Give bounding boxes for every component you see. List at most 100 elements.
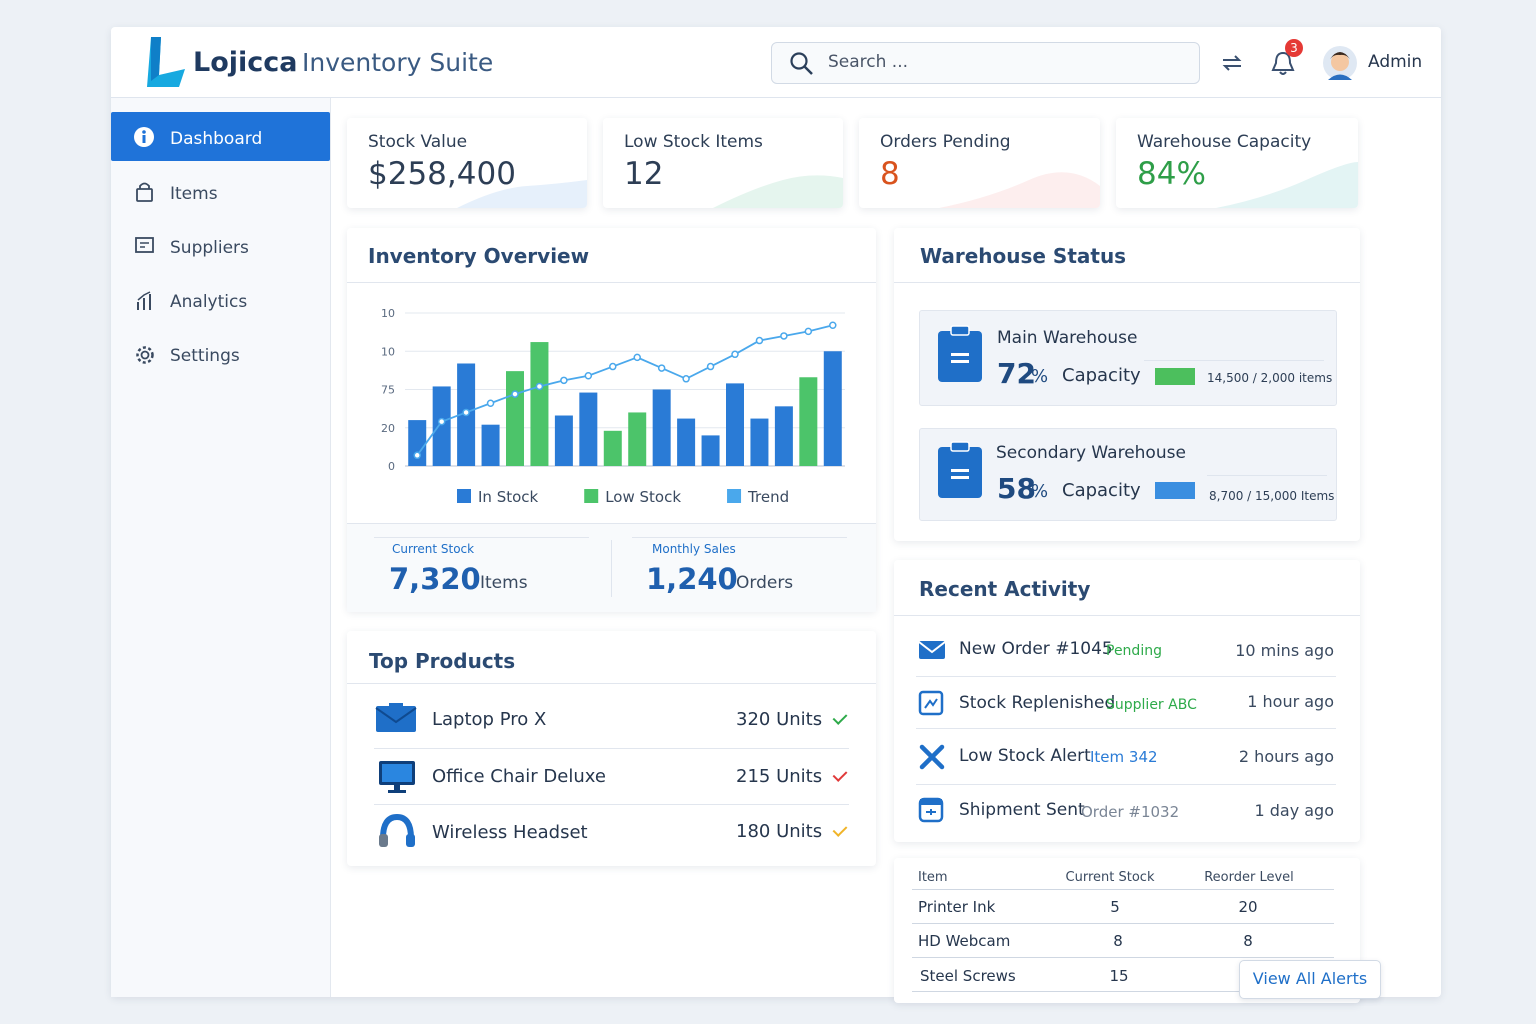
stat-value: 7,320 — [389, 562, 481, 596]
bar — [481, 424, 500, 466]
nav-item[interactable]: Items — [170, 184, 218, 204]
sync-icon[interactable] — [1219, 50, 1245, 76]
legend-label: Trend — [747, 488, 789, 506]
nav-icon — [136, 346, 154, 364]
stat-unit: Orders — [736, 573, 794, 593]
card-title: Top Products — [369, 649, 516, 673]
kpi-card — [1116, 118, 1358, 208]
kpi-card — [859, 118, 1100, 208]
nav-item[interactable]: Settings — [170, 346, 240, 366]
divider — [374, 748, 849, 749]
trend-point — [829, 321, 837, 329]
bar — [530, 342, 549, 466]
trend-point — [462, 408, 470, 417]
bar — [506, 371, 524, 466]
divider — [916, 784, 1336, 785]
activity-tag: Pending — [1106, 643, 1162, 659]
warehouse-percent: 72 — [997, 357, 1036, 390]
trend-point — [706, 362, 715, 371]
y-tick-label: 20 — [381, 422, 395, 435]
bar — [652, 389, 671, 466]
product-icon — [375, 703, 417, 732]
card-title: Inventory Overview — [368, 244, 590, 268]
divider — [912, 991, 1334, 992]
divider — [347, 282, 876, 283]
kpi-card — [347, 118, 587, 208]
search-box[interactable] — [771, 42, 1200, 84]
table-cell: HD Webcam — [918, 932, 1011, 950]
activity-title: New Order #1045 — [959, 639, 1113, 659]
table-header: Item — [918, 870, 948, 885]
avatar[interactable] — [1322, 45, 1358, 81]
capacity-label: Capacity — [1062, 365, 1141, 386]
y-tick-label: 0 — [388, 460, 395, 473]
trend-point — [486, 399, 495, 408]
activity-time: 1 hour ago — [1247, 692, 1334, 711]
y-tick-label: 75 — [381, 384, 395, 397]
nav-item[interactable]: Analytics — [170, 292, 248, 312]
notification-count: 3 — [1290, 41, 1298, 55]
activity-tag: Order #1032 — [1081, 803, 1180, 821]
kpi-label: Stock Value — [368, 132, 468, 152]
bar — [628, 412, 647, 466]
product-name: Office Chair Deluxe — [432, 766, 606, 787]
trend-point — [755, 336, 764, 345]
product-name: Laptop Pro X — [432, 709, 547, 730]
bar-track — [1207, 475, 1327, 476]
divider — [912, 923, 1334, 924]
activity-card — [894, 560, 1360, 842]
legend-label: Low Stock — [605, 488, 681, 506]
search-icon — [790, 52, 813, 75]
trend-line — [416, 324, 833, 456]
nav-item[interactable]: Suppliers — [170, 238, 249, 258]
nav-icon — [134, 127, 154, 147]
button-label[interactable]: View All Alerts — [1252, 969, 1368, 988]
bar — [432, 386, 451, 466]
capacity-bar — [1155, 368, 1195, 385]
legend-swatch — [457, 489, 471, 503]
table-header: Current Stock — [1065, 870, 1155, 885]
y-tick-label: 10 — [381, 307, 395, 320]
activity-title: Stock Replenished — [959, 693, 1116, 713]
activity-time: 2 hours ago — [1238, 747, 1334, 766]
table-cell: Printer Ink — [918, 898, 996, 916]
sidebar — [111, 98, 331, 997]
kpi-label: Low Stock Items — [624, 132, 763, 152]
view-alerts-button[interactable] — [1239, 960, 1381, 999]
product-name: Inventory Suite — [302, 48, 494, 77]
divider — [632, 537, 847, 538]
divider — [916, 728, 1336, 729]
divider — [894, 615, 1360, 616]
table-cell: 8 — [1113, 932, 1123, 950]
trend-point — [413, 451, 421, 460]
activity-title: Shipment Sent — [959, 800, 1085, 820]
activity-icon — [918, 641, 946, 659]
bar — [603, 430, 622, 466]
capacity-bar — [1155, 482, 1195, 499]
activity-tag: Supplier ABC — [1106, 697, 1197, 713]
header-divider — [111, 97, 1441, 98]
trend-point — [657, 364, 666, 372]
divider — [374, 537, 589, 538]
product-icon — [379, 814, 415, 847]
bar — [408, 420, 427, 466]
kpi-wave — [939, 172, 1100, 208]
nav-item[interactable]: Dashboard — [170, 129, 263, 149]
warehouse-items: 14,500 / 2,000 items — [1207, 371, 1333, 385]
trend-point — [584, 371, 593, 380]
activity-time: 10 mins ago — [1235, 641, 1334, 660]
trend-point — [682, 375, 690, 383]
activity-icon — [918, 690, 944, 716]
kpi-value: 84% — [1137, 156, 1206, 192]
table-cell: 15 — [1109, 967, 1129, 985]
bar-track — [1144, 360, 1324, 361]
kpi-label: Orders Pending — [880, 132, 1011, 152]
divider — [894, 282, 1360, 283]
notification-badge — [1285, 39, 1303, 57]
warehouse-icon — [938, 325, 982, 382]
bar — [677, 418, 696, 466]
bar — [701, 435, 720, 466]
warehouse-panel — [919, 310, 1337, 406]
brand: Lojicca — [193, 47, 298, 78]
product-units: 215 Units — [736, 766, 823, 787]
